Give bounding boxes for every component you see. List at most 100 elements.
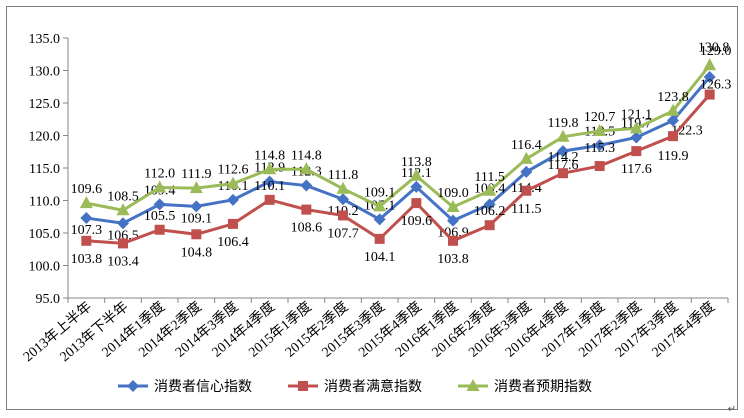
series-line-1 [86, 76, 711, 225]
y-tick-label: 135.0 [29, 32, 61, 47]
point-marker [703, 58, 717, 71]
point-marker [153, 198, 166, 211]
point-marker [629, 121, 643, 134]
y-tick-label: 95.0 [36, 292, 61, 307]
data-label: 109.1 [364, 185, 396, 200]
data-label: 117.6 [621, 162, 652, 177]
point-marker [191, 229, 202, 240]
data-label: 103.4 [107, 254, 139, 269]
point-marker [521, 185, 532, 196]
data-label: 105.5 [144, 209, 176, 224]
data-label: 114.8 [254, 148, 285, 163]
point-marker [264, 194, 275, 205]
point-marker [263, 162, 277, 175]
data-label: 109.6 [71, 182, 103, 197]
point-marker [373, 199, 387, 212]
point-marker [593, 139, 606, 152]
data-label: 112.6 [218, 163, 249, 178]
point-marker [374, 233, 385, 244]
point-marker [630, 131, 643, 144]
data-label: 114.2 [548, 150, 579, 165]
point-marker [227, 193, 239, 206]
legend-label: 消费者满意指数 [324, 378, 422, 395]
y-tick-label: 125.0 [29, 97, 61, 112]
data-label: 121.1 [621, 107, 653, 122]
legend-label: 消费者信心指数 [154, 379, 252, 395]
point-marker [116, 203, 130, 216]
point-marker [189, 181, 203, 194]
legend-marker [466, 379, 480, 391]
data-label: 111.8 [328, 168, 358, 183]
data-label: 111.5 [474, 170, 504, 185]
legend-marker [298, 381, 308, 391]
data-label: 110.1 [254, 179, 285, 194]
point-marker [300, 179, 313, 192]
point-marker [337, 193, 349, 206]
point-marker [666, 103, 680, 116]
data-label: 106.2 [474, 204, 506, 219]
point-marker [558, 168, 568, 179]
data-label: 120.7 [584, 110, 616, 125]
point-marker [411, 198, 422, 209]
data-label: 103.8 [437, 252, 469, 267]
point-marker [153, 180, 167, 193]
series-line-3 [86, 64, 711, 212]
legend-marker [127, 380, 139, 392]
point-marker [301, 204, 312, 215]
data-label: 119.8 [548, 116, 579, 131]
point-marker [336, 181, 350, 194]
point-marker [79, 196, 93, 209]
point-marker [228, 218, 238, 229]
point-marker [704, 89, 715, 100]
point-marker [410, 180, 423, 193]
point-marker [190, 200, 203, 213]
point-marker [484, 220, 495, 231]
point-marker [667, 114, 679, 127]
y-tick-label: 105.0 [29, 227, 61, 242]
point-marker [81, 235, 92, 246]
data-label: 104.8 [181, 245, 213, 260]
corner-mark: ↵ [728, 404, 736, 415]
data-label: 116.4 [511, 138, 542, 153]
data-label: 109.6 [401, 214, 433, 229]
data-label: 126.3 [700, 78, 732, 93]
point-marker [373, 213, 386, 226]
y-tick-label: 130.0 [29, 65, 61, 80]
point-marker [448, 235, 458, 246]
point-marker [520, 165, 533, 178]
point-marker [118, 238, 128, 249]
data-label: 130.8 [698, 40, 730, 55]
point-marker [483, 183, 497, 196]
y-tick-label: 120.0 [29, 130, 61, 145]
point-marker [668, 131, 678, 142]
data-label: 113.8 [401, 155, 432, 170]
series-line-2 [86, 93, 711, 245]
data-label: 106.4 [217, 235, 249, 250]
data-label: 114.8 [291, 148, 322, 163]
data-label: 112.0 [144, 167, 175, 182]
data-label: 107.7 [327, 226, 359, 241]
data-label: 111.5 [511, 202, 541, 217]
point-marker [446, 200, 460, 212]
point-marker [483, 198, 496, 211]
legend-label: 消费者预期指数 [494, 379, 592, 395]
data-label: 109.1 [181, 211, 213, 226]
y-tick-label: 115.0 [29, 162, 60, 177]
data-label: 103.8 [71, 252, 103, 267]
point-marker [154, 224, 165, 235]
point-marker [263, 175, 276, 188]
point-marker [409, 168, 423, 181]
point-marker [594, 161, 605, 172]
data-label: 107.3 [71, 223, 103, 238]
point-marker [593, 123, 607, 136]
point-marker [299, 162, 313, 175]
point-marker [519, 151, 533, 164]
point-marker [557, 145, 569, 158]
data-label: 108.5 [107, 189, 139, 204]
data-label: 111.9 [181, 167, 211, 182]
point-marker [80, 212, 93, 225]
y-tick-label: 100.0 [29, 260, 61, 275]
y-tick-label: 110.0 [29, 195, 60, 210]
point-marker [447, 214, 459, 227]
